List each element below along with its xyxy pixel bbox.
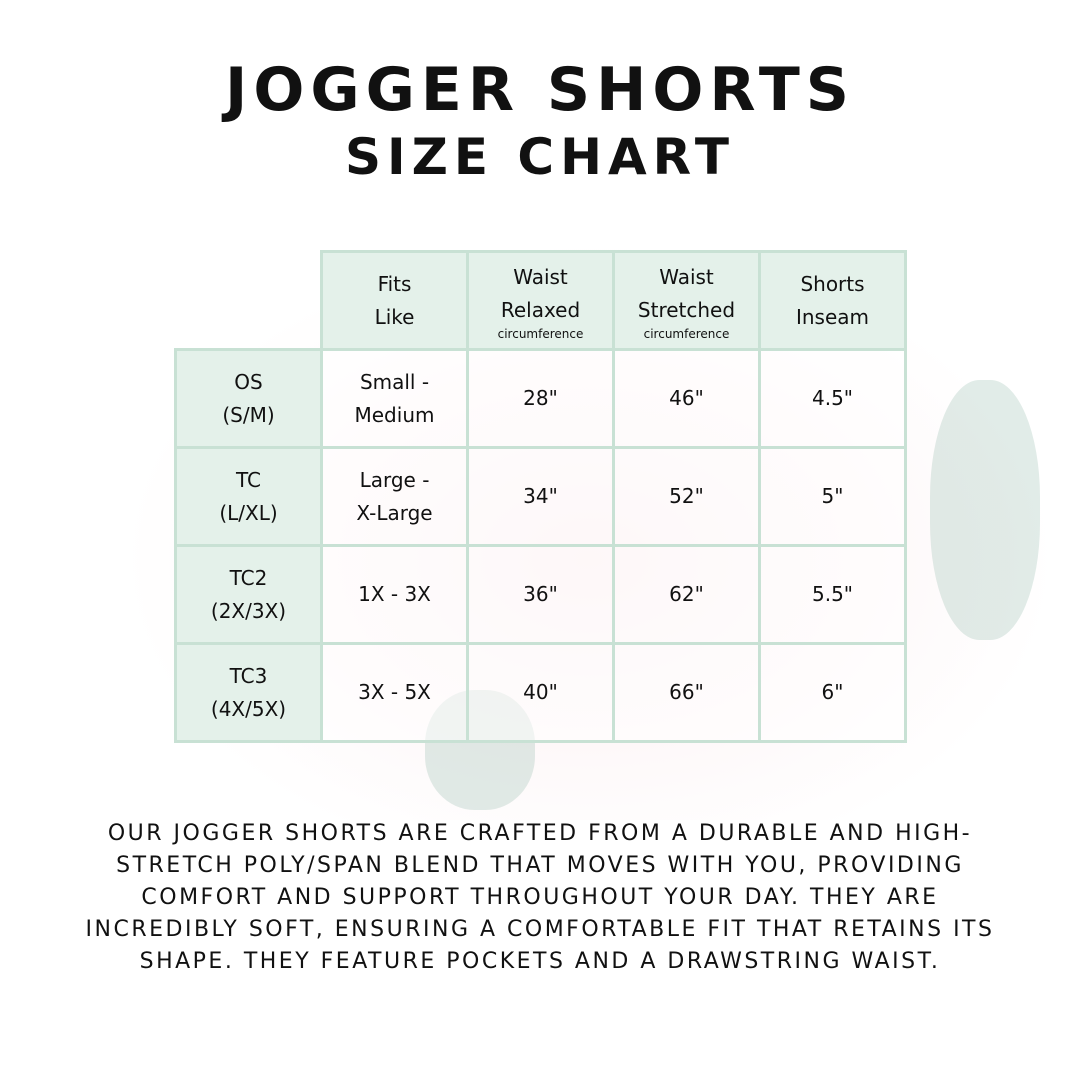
header-shorts-inseam: Shorts Inseam	[758, 250, 907, 351]
cactus-illustration	[930, 380, 1040, 640]
waist-stretched-cell: 46"	[612, 348, 761, 449]
header-sublabel: circumference	[643, 326, 730, 341]
waist-stretched-cell: 66"	[612, 642, 761, 743]
table-row: TC2 (2X/3X) 1X - 3X 36" 62" 5.5"	[174, 544, 907, 645]
fits-like-cell: 3X - 5X	[320, 642, 469, 743]
waist-relaxed-cell: 34"	[466, 446, 615, 547]
header-label: Waist Stretched	[637, 264, 736, 322]
size-cell: OS (S/M)	[174, 348, 323, 449]
product-description: Our jogger shorts are crafted from a dur…	[85, 821, 995, 974]
size-chart-table: Fits Like Waist Relaxed circumference Wai…	[174, 250, 907, 743]
table-row: TC3 (4X/5X) 3X - 5X 40" 66" 6"	[174, 642, 907, 743]
table-header-row: Fits Like Waist Relaxed circumference Wai…	[176, 250, 907, 351]
table-row: OS (S/M) Small - Medium 28" 46" 4.5"	[174, 348, 907, 449]
header-fits-like: Fits Like	[320, 250, 469, 351]
inseam-cell: 4.5"	[758, 348, 907, 449]
waist-relaxed-cell: 28"	[466, 348, 615, 449]
waist-relaxed-cell: 36"	[466, 544, 615, 645]
inseam-cell: 5"	[758, 446, 907, 547]
inseam-cell: 6"	[758, 642, 907, 743]
size-cell: TC (L/XL)	[174, 446, 323, 547]
page-title: JOGGER SHORTS	[225, 55, 855, 125]
fits-like-cell: Small - Medium	[320, 348, 469, 449]
fits-like-cell: 1X - 3X	[320, 544, 469, 645]
header-waist-stretched: Waist Stretched circumference	[612, 250, 761, 351]
header-sublabel: circumference	[497, 326, 584, 341]
inseam-cell: 5.5"	[758, 544, 907, 645]
header-label: Fits Like	[374, 271, 415, 329]
size-cell: TC3 (4X/5X)	[174, 642, 323, 743]
header-waist-relaxed: Waist Relaxed circumference	[466, 250, 615, 351]
waist-stretched-cell: 62"	[612, 544, 761, 645]
waist-relaxed-cell: 40"	[466, 642, 615, 743]
header-label: Waist Relaxed	[500, 264, 581, 322]
header-label: Shorts Inseam	[795, 271, 870, 329]
fits-like-cell: Large - X-Large	[320, 446, 469, 547]
size-cell: TC2 (2X/3X)	[174, 544, 323, 645]
waist-stretched-cell: 52"	[612, 446, 761, 547]
table-row: TC (L/XL) Large - X-Large 34" 52" 5"	[174, 446, 907, 547]
empty-corner-cell	[176, 252, 322, 350]
page-subtitle: SIZE CHART	[344, 128, 736, 186]
